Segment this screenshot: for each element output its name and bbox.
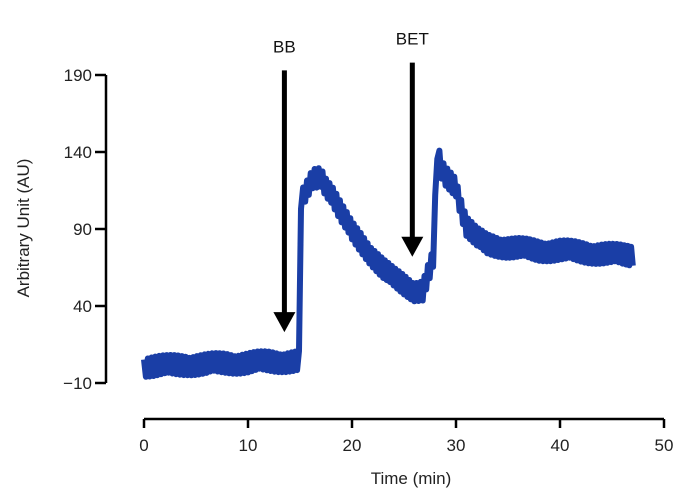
x-tick-label: 30: [447, 436, 466, 455]
y-tick-label: 90: [73, 220, 92, 239]
y-tick-label: 140: [64, 143, 92, 162]
x-tick-label: 40: [551, 436, 570, 455]
y-axis: −10 40 90 140 190: [63, 66, 108, 393]
x-tick-label: 0: [139, 436, 148, 455]
annotation-arrow-head: [401, 236, 424, 257]
series-line: [141, 147, 636, 380]
series-layer: [141, 147, 636, 380]
x-tick-label: 10: [239, 436, 258, 455]
y-tick-label: −10: [63, 374, 92, 393]
x-axis: 0 10 20 30 40 50: [139, 417, 674, 455]
x-tick-label: 20: [343, 436, 362, 455]
x-tick-label: 50: [655, 436, 674, 455]
annotation-arrow-head: [273, 312, 296, 333]
y-axis-title: Arbitrary Unit (AU): [14, 159, 33, 298]
y-tick-label: 190: [64, 66, 92, 85]
annotation-label: BB: [273, 37, 296, 56]
annotation-layer: BB BET: [273, 30, 429, 333]
x-axis-title: Time (min): [371, 469, 452, 488]
y-tick-label: 40: [73, 297, 92, 316]
annotation-label: BET: [396, 30, 429, 49]
